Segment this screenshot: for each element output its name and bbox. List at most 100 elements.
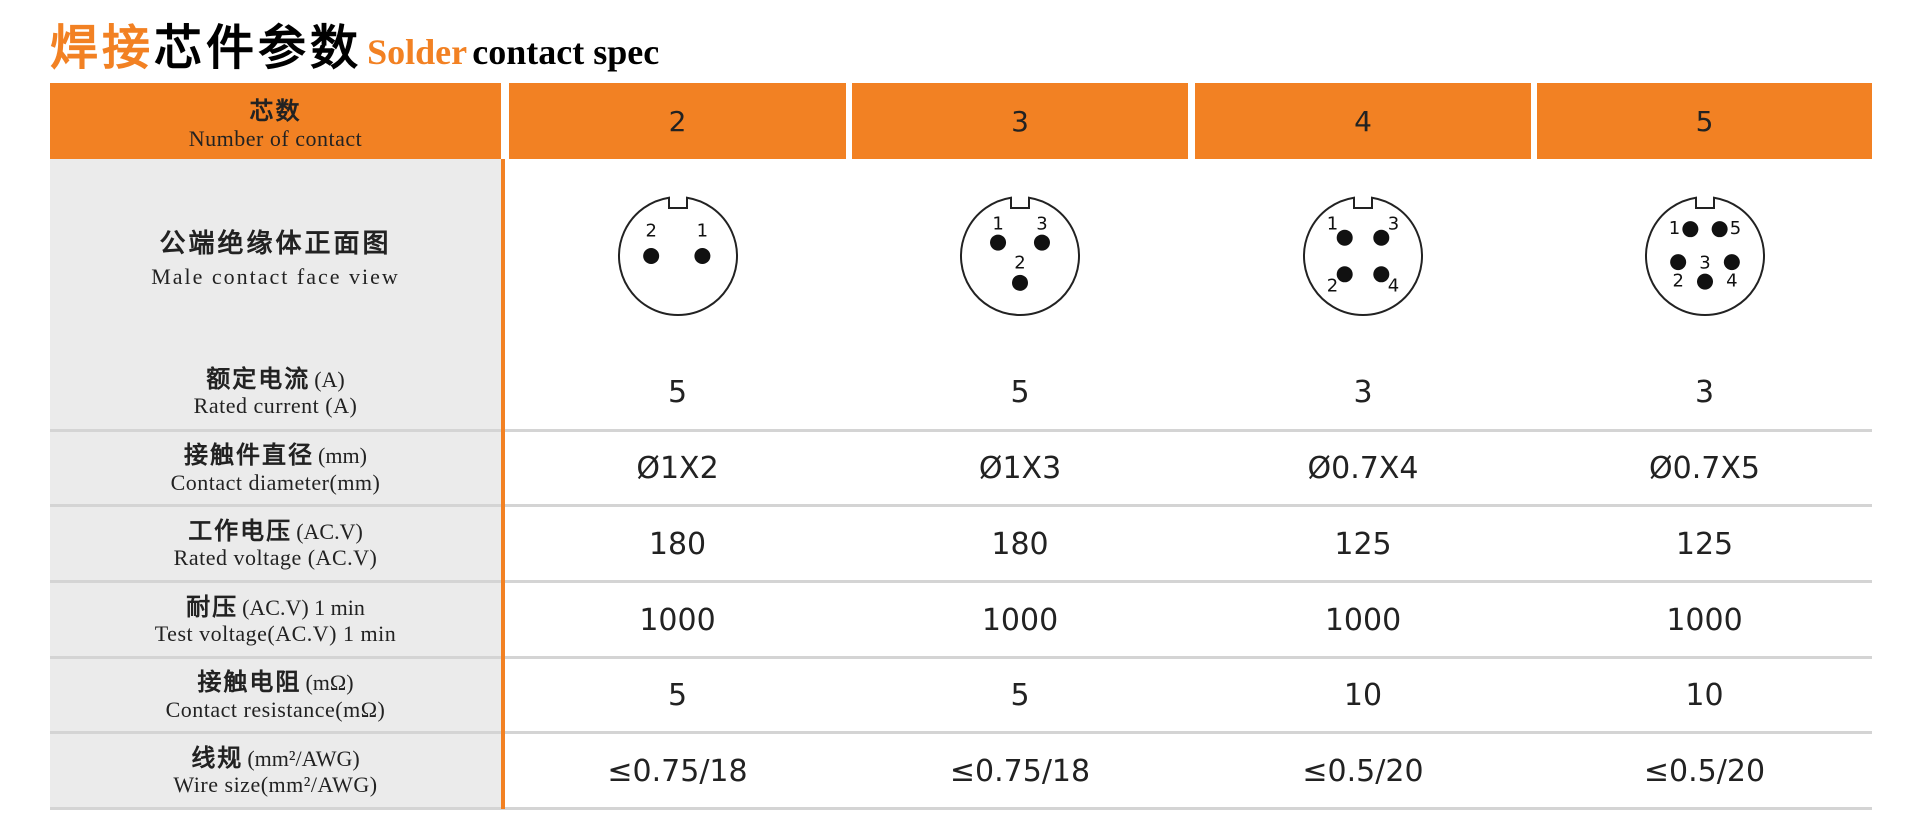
value: ≤0.5/20: [1302, 753, 1424, 789]
value: 1000: [981, 602, 1059, 638]
value-cell: ≤0.75/18: [509, 733, 846, 809]
label-cn: 公端绝缘体正面图: [159, 228, 392, 259]
value-cell: 180: [852, 506, 1188, 582]
pin: [990, 234, 1007, 251]
label-unit: (mΩ): [305, 670, 354, 696]
label-cn-line: 接触件直径 (mm): [184, 441, 367, 470]
value: Ø0.7X5: [1649, 451, 1760, 486]
value: Ø1X2: [636, 451, 719, 486]
value-cell: Ø1X2: [509, 431, 846, 506]
value: 5: [1010, 678, 1030, 713]
header-value: 3: [1011, 104, 1029, 138]
value: 5: [1010, 374, 1030, 410]
pin: [1723, 254, 1740, 271]
value: 1000: [1324, 602, 1402, 638]
pin-label: 4: [1726, 271, 1737, 292]
header-cell: 3: [852, 83, 1188, 159]
row-separator: [50, 807, 1872, 810]
label-en: Test voltage(AC.V) 1 min: [154, 621, 397, 647]
value-cell: 10: [1195, 658, 1531, 733]
pin-label: 1: [992, 213, 1003, 234]
row-separator: [50, 580, 1872, 583]
pin-label: 4: [1388, 276, 1399, 297]
value: ≤0.5/20: [1643, 753, 1766, 789]
header-value: 4: [1354, 104, 1372, 138]
header-cell: 4: [1195, 83, 1531, 159]
row-label: 额定电流 (A) Rated current (A): [50, 353, 501, 431]
header-cell: 2: [509, 83, 846, 159]
insulator-outline: [1303, 196, 1423, 317]
label-cn-line: 额定电流 (A): [206, 365, 345, 394]
pin: [642, 248, 659, 264]
value: 180: [991, 526, 1049, 562]
pin-label: 2: [645, 221, 656, 242]
title-en: contact spec: [472, 32, 660, 72]
pin: [1669, 254, 1686, 271]
header-label: 芯数 Number of contact: [50, 83, 501, 159]
label-cn: 接触电阻: [197, 668, 302, 697]
label-en: Rated voltage (AC.V): [173, 545, 378, 571]
pin-label: 3: [1036, 213, 1047, 234]
value: Ø1X3: [978, 451, 1062, 486]
label-unit: (A): [314, 366, 345, 392]
label-cn-line: 接触电阻 (mΩ): [197, 668, 354, 697]
value: 10: [1343, 678, 1383, 713]
row-separator: [50, 731, 1872, 734]
value-cell: 1000: [852, 582, 1188, 658]
value-cell: 125: [1195, 506, 1531, 582]
pin: [1012, 274, 1028, 291]
insulator-outline: [960, 196, 1080, 317]
value: 5: [667, 374, 688, 410]
label-unit: (mm²/AWG): [247, 745, 360, 771]
header-value: 5: [1695, 104, 1714, 138]
insulator-outline: [617, 196, 738, 317]
title: 焊接芯件参数 Solder contact spec: [50, 8, 659, 78]
value: 125: [1334, 526, 1392, 562]
row-separator: [50, 429, 1872, 432]
row-label: 工作电压 (AC.V) Rated voltage (AC.V): [50, 506, 501, 582]
pin: [693, 248, 710, 264]
pin-label: 1: [1668, 218, 1679, 239]
label-unit: (mm): [318, 443, 367, 469]
value-cell: ≤0.5/20: [1537, 733, 1872, 809]
label-cn-line: 线规 (mm²/AWG): [191, 744, 360, 773]
title-cn: 芯件参数: [154, 20, 363, 76]
pin: [1711, 221, 1728, 238]
value-cell: ≤0.75/18: [852, 733, 1188, 809]
label-cn: 工作电压: [188, 516, 293, 545]
value-cell: 5: [852, 353, 1188, 431]
row-label: 公端绝缘体正面图 Male contact face view: [50, 159, 501, 353]
value-cell: 10: [1537, 658, 1872, 733]
pin: [1033, 234, 1050, 251]
row-label: 线规 (mm²/AWG) Wire size(mm²/AWG): [50, 733, 501, 809]
value-cell: 3: [1537, 353, 1872, 431]
pin-label: 3: [1388, 213, 1399, 234]
label-cn: 接触件直径: [184, 441, 315, 470]
value: 125: [1675, 526, 1734, 562]
pin: [1696, 273, 1713, 290]
pin-label: 2: [1672, 271, 1683, 292]
value-cell: Ø1X3: [852, 431, 1188, 506]
face-diagram: 1 3 2 4: [1303, 196, 1423, 317]
header-cell: 5: [1537, 83, 1872, 159]
row-label: 接触件直径 (mm) Contact diameter(mm): [50, 431, 501, 506]
pin: [1336, 266, 1353, 283]
label-en: Rated current (A): [193, 393, 358, 419]
title-en-accent: Solder: [367, 32, 468, 72]
value: 180: [648, 526, 707, 562]
value-cell: 5: [509, 353, 846, 431]
value: 3: [1694, 374, 1715, 410]
insulator-outline: [1644, 196, 1765, 317]
pin-label: 1: [1327, 213, 1338, 234]
label-unit: (AC.V) 1 min: [242, 594, 365, 620]
value-cell: Ø0.7X4: [1195, 431, 1531, 506]
title-accent: 焊接: [50, 20, 155, 76]
pin: [1373, 266, 1390, 283]
pin: [1336, 229, 1353, 246]
label-cn-line: 耐压 (AC.V) 1 min: [186, 593, 365, 622]
row-separator: [50, 504, 1872, 507]
value-cell: 5: [509, 658, 846, 733]
row-separator: [50, 656, 1872, 659]
value: 1000: [639, 602, 716, 638]
pin: [1373, 229, 1390, 246]
